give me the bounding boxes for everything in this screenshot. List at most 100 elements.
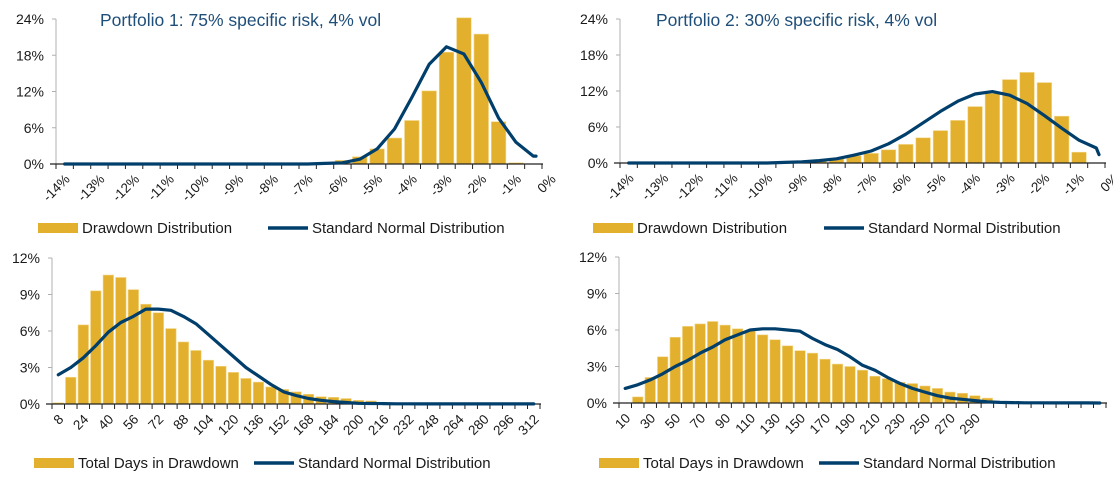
x-tick-label: 50	[662, 411, 683, 432]
bar	[770, 340, 780, 403]
y-tick-label: 12%	[580, 83, 608, 99]
chart-title: Portfolio 1: 75% specific risk, 4% vol	[100, 10, 381, 30]
chart-portfolio2-drawdown: Portfolio 2: 30% specific risk, 4% vol 0…	[556, 0, 1113, 240]
x-tick-label: 210	[857, 411, 884, 438]
y-tick-label: 3%	[20, 360, 40, 376]
bar	[832, 364, 842, 403]
x-tick-label: -6%	[886, 171, 914, 199]
bar	[845, 367, 855, 404]
x-tick-label: -11%	[145, 172, 177, 204]
bar	[116, 277, 127, 404]
x-tick-label: -5%	[921, 171, 949, 199]
bar	[266, 387, 277, 404]
x-tick-label: 136	[240, 412, 267, 439]
bar	[882, 379, 892, 403]
x-tick-label: 232	[390, 412, 417, 439]
x-tick-label: 72	[145, 412, 166, 433]
x-tick-label: -12%	[673, 171, 706, 204]
x-tick-label: -9%	[219, 172, 247, 200]
x-tick-label: 250	[907, 411, 934, 438]
x-tick-label: 264	[440, 411, 467, 438]
y-tick-label: 0%	[587, 395, 607, 411]
y-tick-label: 0%	[24, 156, 44, 172]
legend-label: Drawdown Distribution	[637, 220, 787, 237]
bar	[707, 321, 717, 403]
y-tick-label: 18%	[580, 47, 608, 63]
bar	[387, 138, 402, 164]
x-tick-label: -7%	[852, 171, 880, 199]
x-tick-label: 70	[687, 411, 708, 432]
x-tick-label: 56	[120, 412, 141, 433]
legend-label: Total Days in Drawdown	[643, 455, 804, 472]
bar	[1020, 72, 1035, 163]
bar	[1002, 80, 1017, 163]
x-tick-label: -13%	[75, 172, 108, 205]
bar	[632, 397, 642, 403]
x-tick-label: -6%	[323, 172, 351, 200]
bar	[141, 304, 152, 404]
x-tick-label: 0%	[534, 172, 556, 196]
bar	[1037, 83, 1052, 163]
x-tick-label: 30	[637, 411, 658, 432]
bar	[216, 366, 227, 404]
bar	[228, 372, 239, 404]
y-tick-label: 12%	[579, 249, 607, 265]
bar	[745, 331, 755, 403]
x-tick-label: 120	[215, 412, 242, 439]
x-tick-label: -7%	[288, 172, 316, 200]
bar	[78, 325, 89, 404]
bar	[899, 144, 914, 163]
x-tick-label: 296	[490, 412, 517, 439]
x-tick-label: -13%	[639, 171, 672, 204]
y-tick-label: 6%	[587, 322, 607, 338]
bar	[968, 107, 983, 163]
x-tick-label: -3%	[990, 171, 1018, 199]
bar	[103, 275, 114, 404]
bar	[253, 382, 264, 404]
y-tick-label: 6%	[588, 119, 608, 135]
x-tick-label: -14%	[604, 171, 637, 204]
chart-svg: Portfolio 2: 30% specific risk, 4% vol 0…	[556, 0, 1113, 240]
bar	[191, 350, 202, 404]
x-tick-label: 230	[882, 411, 909, 438]
y-tick-label: 9%	[587, 286, 607, 302]
legend-bar-swatch	[599, 458, 639, 468]
y-tick-label: 18%	[16, 47, 44, 63]
bar	[933, 131, 948, 163]
y-tick-label: 3%	[587, 359, 607, 375]
bar	[491, 122, 506, 164]
x-tick-label: -1%	[496, 172, 524, 200]
x-tick-label: 10	[612, 411, 633, 432]
y-tick-label: 24%	[16, 11, 44, 27]
x-tick-label: 168	[290, 412, 317, 439]
x-tick-label: -4%	[956, 171, 984, 199]
bar	[950, 120, 965, 163]
x-tick-label: 152	[265, 412, 292, 439]
y-tick-label: 0%	[20, 396, 40, 412]
x-tick-label: 104	[190, 411, 217, 438]
x-tick-label: 280	[465, 412, 492, 439]
y-tick-label: 12%	[12, 250, 40, 266]
x-tick-label: -10%	[179, 172, 212, 205]
x-tick-label: -3%	[427, 172, 455, 200]
x-tick-label: -2%	[462, 172, 490, 200]
chart-title: Portfolio 2: 30% specific risk, 4% vol	[656, 10, 937, 30]
x-tick-label: 88	[170, 412, 191, 433]
bar	[128, 290, 139, 404]
x-tick-label: -12%	[109, 172, 142, 205]
x-tick-label: -2%	[1025, 171, 1053, 199]
legend-bar-swatch	[38, 223, 78, 233]
bar	[203, 360, 214, 404]
bar	[916, 138, 931, 163]
x-tick-label: 312	[515, 412, 542, 439]
x-tick-label: 290	[956, 411, 983, 438]
x-tick-label: -14%	[40, 172, 73, 205]
legend-bar-swatch	[34, 458, 74, 468]
bar	[241, 378, 252, 404]
bar	[695, 324, 705, 403]
y-tick-label: 6%	[20, 323, 40, 339]
bar	[153, 313, 164, 404]
y-tick-label: 0%	[588, 155, 608, 171]
